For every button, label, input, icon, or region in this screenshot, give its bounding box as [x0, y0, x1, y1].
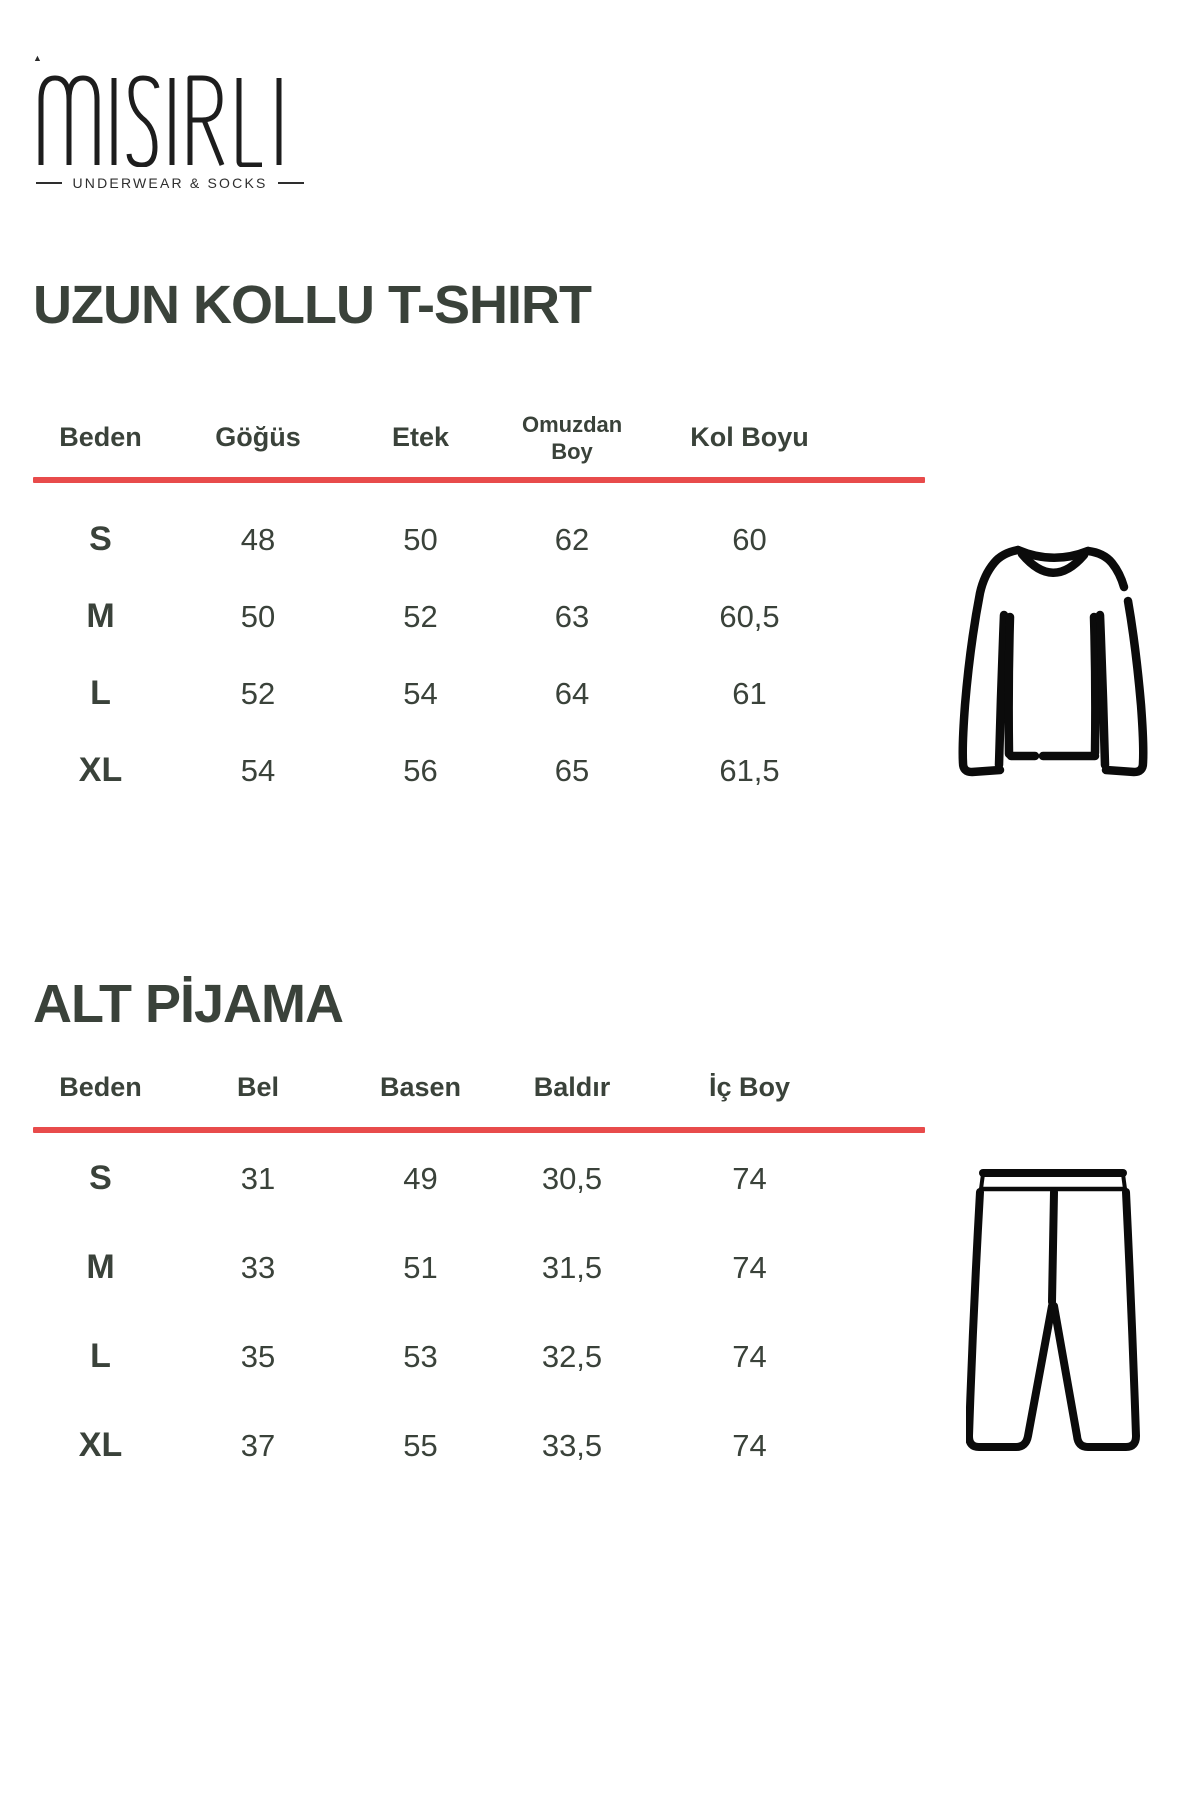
table-row-l: L 35 53 32,5 74	[33, 1312, 933, 1401]
cell-value: 60	[732, 521, 767, 557]
column-header-beden: Beden	[59, 1071, 142, 1102]
size-label: M	[86, 597, 115, 635]
cell-value: 62	[554, 521, 590, 557]
column-header-basen: Basen	[379, 1071, 462, 1102]
column-header-baldir: Baldır	[533, 1071, 611, 1102]
size-label: L	[90, 674, 111, 712]
cell-value: 64	[554, 675, 590, 711]
size-label: L	[90, 1337, 111, 1375]
cell-value: 37	[240, 1427, 276, 1463]
column-header-bel: Bel	[236, 1071, 280, 1102]
table-body: S 48 50 62 60 M 50 52 63 60,5 L 52 54 64…	[33, 483, 933, 809]
cell-value: 54	[403, 675, 438, 711]
cell-value: 61,5	[719, 752, 780, 788]
table-row-s: S 31 49 30,5 74	[33, 1134, 933, 1223]
table-row-xl: XL 37 55 33,5 74	[33, 1401, 933, 1490]
size-label: XL	[78, 1426, 123, 1464]
cell-value: 52	[403, 598, 438, 634]
cell-value: 48	[240, 521, 276, 557]
table-body: S 31 49 30,5 74 M 33 51 31,5 74 L 35 53 …	[33, 1133, 933, 1490]
cell-value: 61	[732, 675, 767, 711]
column-header-omuzdan-boy: Omuzdan Boy	[522, 411, 623, 465]
cell-value: 32,5	[541, 1338, 603, 1374]
cell-value: 74	[732, 1160, 767, 1196]
brand-logo: ▲ UNDERWEAR & SOCKS	[33, 50, 306, 191]
section-long-sleeve-tshirt: UZUN KOLLU T-SHIRT Beden Göğüs Etek Omuz…	[33, 278, 933, 809]
table-row-xl: XL 54 56 65 61,5	[33, 732, 933, 809]
section-title: ALT PİJAMA	[33, 974, 344, 1034]
table-header-row: Beden Göğüs Etek Omuzdan Boy Kol Boyu	[33, 402, 933, 474]
cell-value: 51	[403, 1249, 438, 1285]
long-sleeve-shirt-icon	[958, 545, 1148, 777]
table-row-l: L 52 54 64 61	[33, 655, 933, 732]
column-header-ic-boy: İç Boy	[708, 1071, 791, 1102]
cell-value: 65	[554, 752, 590, 788]
cell-value: 54	[240, 752, 276, 788]
section-title: UZUN KOLLU T-SHIRT	[33, 275, 592, 335]
table-row-s: S 48 50 62 60	[33, 501, 933, 578]
cell-value: 31,5	[541, 1249, 603, 1285]
logo-corner-mark: ▲	[33, 53, 42, 63]
cell-value: 35	[240, 1338, 276, 1374]
tagline-left-dash	[36, 182, 63, 184]
cell-value: 74	[732, 1249, 767, 1285]
brand-tagline: UNDERWEAR & SOCKS	[36, 175, 304, 191]
cell-value: 49	[403, 1160, 438, 1196]
column-header-kol-boyu: Kol Boyu	[690, 422, 809, 453]
cell-value: 60,5	[719, 598, 780, 634]
size-label: S	[89, 520, 112, 558]
column-header-etek: Etek	[391, 422, 450, 453]
cell-value: 55	[403, 1427, 438, 1463]
column-header-beden: Beden	[59, 422, 142, 453]
cell-value: 53	[403, 1338, 438, 1374]
table-row-m: M 33 51 31,5 74	[33, 1223, 933, 1312]
table-header-row: Beden Bel Basen Baldır İç Boy	[33, 1060, 933, 1115]
column-header-gogus: Göğüs	[215, 422, 301, 453]
cell-value: 50	[240, 598, 276, 634]
cell-value: 52	[240, 675, 276, 711]
cell-value: 74	[732, 1338, 767, 1374]
size-label: M	[86, 1248, 115, 1286]
tagline-text: UNDERWEAR & SOCKS	[72, 175, 268, 191]
cell-value: 56	[403, 752, 438, 788]
section-pajama-bottoms: ALT PİJAMA Beden Bel Basen Baldır İç Boy…	[33, 977, 933, 1490]
cell-value: 31	[240, 1160, 276, 1196]
size-label: S	[89, 1159, 112, 1197]
cell-value: 63	[554, 598, 590, 634]
cell-value: 33,5	[541, 1427, 603, 1463]
misirli-wordmark-icon	[38, 75, 282, 167]
size-label: XL	[78, 751, 123, 789]
cell-value: 33	[240, 1249, 276, 1285]
cell-value: 30,5	[541, 1160, 603, 1196]
pajama-pants-icon	[966, 1169, 1140, 1451]
header-divider-rule	[33, 1127, 925, 1133]
tagline-right-dash	[277, 182, 304, 184]
cell-value: 74	[732, 1427, 767, 1463]
cell-value: 50	[403, 521, 438, 557]
table-row-m: M 50 52 63 60,5	[33, 578, 933, 655]
header-divider-rule	[33, 477, 925, 483]
